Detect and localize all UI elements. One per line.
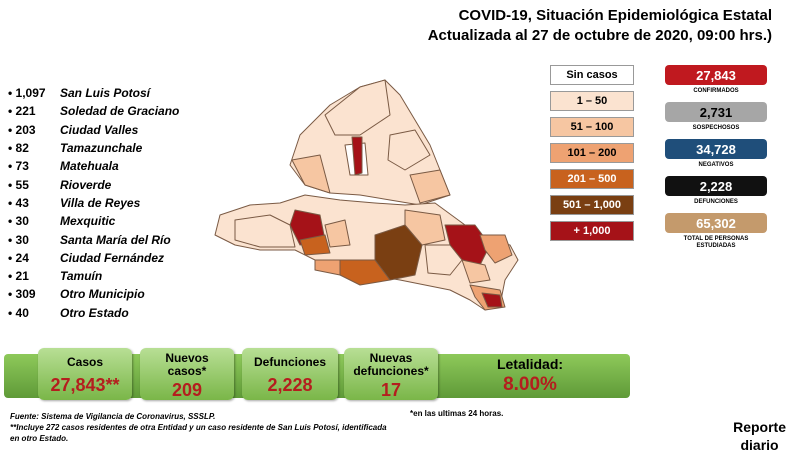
tile-value: 17 (380, 380, 402, 400)
legend-item: Sin casos (550, 65, 634, 85)
map-legend: Sin casos 1 – 50 51 – 100 101 – 200 201 … (550, 65, 634, 247)
lethality-value: 8.00% (503, 374, 557, 395)
stat-label: SOSPECHOSOS (692, 125, 740, 131)
municipality-name: Ciudad Fernández (60, 250, 165, 265)
map-region (481, 292, 503, 308)
tile-value: 209 (171, 380, 203, 400)
list-item: • 309 Otro Municipio (8, 285, 208, 303)
new-deaths-tile: Nuevas defunciones* 17 (344, 348, 438, 400)
list-item: • 221 Soledad de Graciano (8, 102, 208, 120)
stat-badge: 2,228 (665, 176, 767, 196)
legend-item: + 1,000 (550, 221, 634, 241)
tile-label: Casos (66, 355, 104, 369)
stat-label: NEGATIVOS (698, 162, 734, 168)
list-item: • 43 Villa de Reyes (8, 194, 208, 212)
stat-label: CONFIRMADOS (693, 88, 739, 94)
map-region (409, 169, 451, 204)
case-count: • 24 (8, 250, 29, 265)
map-region (234, 214, 296, 248)
state-choropleth-map (214, 79, 519, 311)
list-item: • 30 Mexquitic (8, 212, 208, 230)
case-count: • 55 (8, 177, 29, 192)
list-item: • 24 Ciudad Fernández (8, 249, 208, 267)
map-region (299, 234, 331, 256)
municipality-name: San Luis Potosí (60, 86, 151, 101)
case-count: • 1,097 (8, 86, 46, 101)
tile-label: Defunciones (253, 355, 326, 369)
legend-item: 101 – 200 (550, 143, 634, 163)
new-cases-tile: Nuevos casos* 209 (140, 348, 234, 400)
summary-stats: 27,843 CONFIRMADOS 2,731 SOSPECHOSOS 34,… (665, 65, 767, 257)
municipality-name: Rioverde (60, 177, 112, 192)
case-count: • 30 (8, 214, 29, 229)
municipality-name: Villa de Reyes (60, 195, 141, 210)
stat-badge: 27,843 (665, 65, 767, 85)
tile-value: 27,843** (50, 375, 120, 395)
source-note: Fuente: Sistema de Vigilancia de Coronav… (10, 412, 216, 421)
list-item: • 203 Ciudad Valles (8, 121, 208, 139)
legend-item: 501 – 1,000 (550, 195, 634, 215)
municipality-name: Soledad de Graciano (60, 104, 180, 119)
cases-tile: Casos 27,843** (38, 348, 132, 400)
case-count: • 82 (8, 141, 29, 156)
tile-value: 2,228 (267, 375, 313, 395)
case-count: • 203 (8, 122, 36, 137)
case-count: • 73 (8, 159, 29, 174)
municipality-name: Tamuín (60, 269, 103, 284)
tile-label: Nuevas defunciones* (353, 351, 429, 378)
stat-badge: 65,302 (665, 213, 767, 233)
legend-item: 1 – 50 (550, 91, 634, 111)
list-item: • 1,097 San Luis Potosí (8, 84, 208, 102)
list-item: • 21 Tamuín (8, 267, 208, 285)
municipality-list: • 1,097 San Luis Potosí • 221 Soledad de G… (8, 84, 208, 322)
case-count: • 221 (8, 104, 36, 119)
municipality-name: Santa María del Río (60, 232, 171, 247)
list-item: • 82 Tamazunchale (8, 139, 208, 157)
case-count: • 309 (8, 287, 36, 302)
municipality-name: Ciudad Valles (60, 122, 139, 137)
map-region (314, 259, 341, 276)
list-item: • 73 Matehuala (8, 157, 208, 175)
report-title: COVID-19, Situación Epidemiológica Estat… (428, 6, 772, 46)
case-count: • 21 (8, 269, 29, 284)
daily-report-label: Reporte diario (733, 419, 786, 453)
municipality-name: Tamazunchale (60, 141, 143, 156)
deaths-tile: Defunciones 2,228 (242, 348, 338, 400)
case-count: • 30 (8, 232, 29, 247)
title-line-1: COVID-19, Situación Epidemiológica Estat… (458, 7, 772, 24)
map-region (479, 234, 513, 264)
case-count: • 40 (8, 305, 29, 320)
municipality-name: Mexquitic (60, 214, 116, 229)
list-item: • 40 Otro Estado (8, 304, 208, 322)
map-region (404, 209, 446, 246)
map-region (324, 219, 351, 248)
summary-banner: Casos 27,843** Nuevos casos* 209 Defuncio… (4, 348, 632, 400)
legend-item: 51 – 100 (550, 117, 634, 137)
note-24h: *en las ultimas 24 horas. (410, 409, 504, 418)
tile-label: Nuevos casos* (165, 351, 209, 378)
case-count: • 43 (8, 195, 29, 210)
map-region (461, 259, 491, 284)
list-item: • 55 Rioverde (8, 175, 208, 193)
footnote-line-1: **Incluye 272 casos residentes de otra E… (10, 423, 387, 432)
municipality-name: Otro Estado (60, 305, 129, 320)
map-region (351, 136, 363, 176)
legend-item: 201 – 500 (550, 169, 634, 189)
stat-badge: 34,728 (665, 139, 767, 159)
map-region (387, 129, 431, 171)
municipality-name: Matehuala (60, 159, 119, 174)
municipality-name: Otro Municipio (60, 287, 145, 302)
stat-label: DEFUNCIONES (694, 199, 738, 205)
map-region (424, 244, 463, 276)
map-region (291, 154, 331, 194)
lethality-block: Letalidad: 8.00% (450, 356, 610, 396)
stat-badge: 2,731 (665, 102, 767, 122)
footer-notes: Fuente: Sistema de Vigilancia de Coronav… (10, 411, 387, 444)
title-line-2: Actualizada al 27 de octubre de 2020, 09… (427, 27, 772, 44)
footnote-line-2: en otro Estado. (10, 434, 69, 443)
stat-label: TOTAL DE PERSONAS ESTUDIADAS (683, 236, 749, 249)
map-region (324, 79, 391, 136)
lethality-label: Letalidad: (496, 356, 564, 372)
list-item: • 30 Santa María del Río (8, 230, 208, 248)
